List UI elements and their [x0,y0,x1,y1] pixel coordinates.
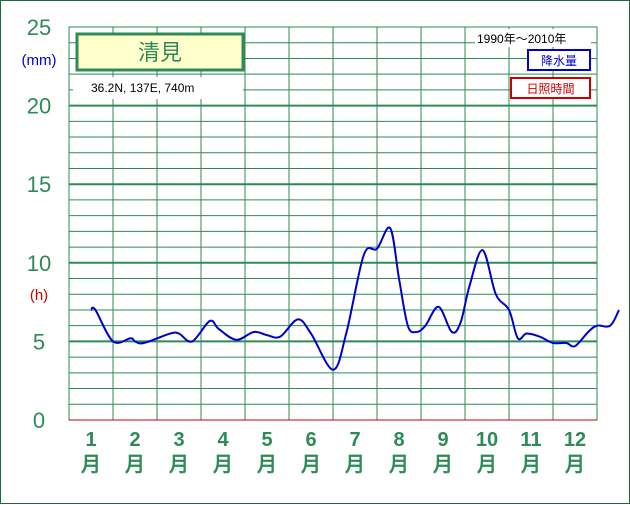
month-number-label: 10 [476,429,498,451]
month-number-label: 4 [217,429,229,451]
month-number-label: 7 [349,429,360,451]
month-number-label: 5 [261,429,272,451]
month-suffix-label: 月 [212,454,233,476]
month-suffix-label: 月 [388,454,409,476]
precip-series-line [90,226,620,371]
month-number-label: 3 [173,429,184,451]
month-number-label: 12 [564,429,586,451]
month-suffix-label: 月 [80,454,101,476]
y-tick-label: 20 [27,94,51,119]
location-box [73,77,243,99]
month-number-label: 9 [437,429,448,451]
series-layer [90,226,620,371]
sun-unit-label: (h) [30,287,48,304]
month-suffix-label: 月 [476,454,497,476]
legend-precip-label: 降水量 [541,54,577,68]
y-tick-label: 5 [33,329,45,354]
precip-unit-label: (mm) [22,52,57,69]
station-name: 清見 [138,40,182,65]
month-suffix-label: 月 [124,454,145,476]
month-number-label: 11 [520,429,541,451]
axes: (mm) (h) 0 5 10 15 20 25 1 月 2 月 3 月 4 月 5 月 6 月 7 月 8 月 9 月 10 月… [22,15,587,476]
month-number-label: 6 [305,429,316,451]
month-suffix-label: 月 [168,454,189,476]
y-tick-label: 15 [27,172,51,197]
period-text: 1990年〜2010年 [477,32,566,46]
legend-sun-box [510,77,591,99]
month-number-label: 1 [85,429,96,451]
month-suffix-label: 月 [520,454,541,476]
period-box [475,29,591,47]
month-suffix-label: 月 [256,454,277,476]
location-text: 36.2N, 137E, 740m [91,81,194,95]
month-number-label: 2 [129,429,140,451]
legend-precip-box [527,49,591,71]
month-suffix-label: 月 [300,454,321,476]
month-suffix-label: 月 [564,454,585,476]
month-suffix-label: 月 [432,454,453,476]
y-tick-label: 25 [27,15,51,40]
y-tick-label: 10 [27,251,51,276]
month-suffix-label: 月 [344,454,365,476]
station-box [75,32,245,72]
month-number-label: 8 [393,429,404,451]
y-tick-label: 0 [33,408,45,433]
legend-sun-label: 日照時間 [526,82,574,96]
